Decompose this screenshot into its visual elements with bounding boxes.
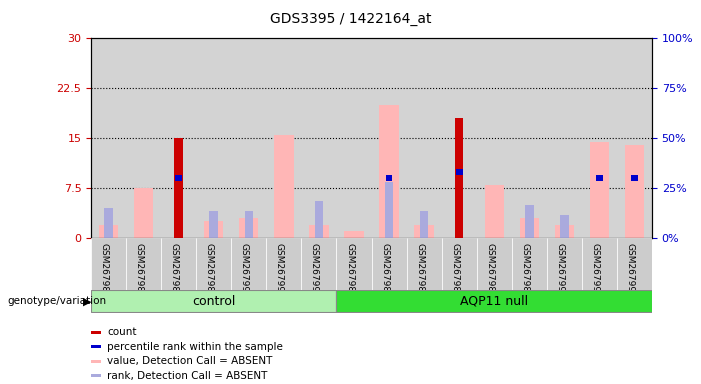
Bar — [301, 238, 336, 290]
Text: GSM267989: GSM267989 — [520, 243, 529, 298]
Text: GSM267980: GSM267980 — [100, 243, 109, 298]
Text: GSM267981: GSM267981 — [345, 243, 354, 298]
Bar — [99, 225, 118, 238]
Bar — [245, 212, 253, 238]
Text: ▶: ▶ — [83, 296, 91, 306]
Bar — [484, 185, 504, 238]
Bar — [547, 238, 582, 290]
Bar — [175, 175, 182, 181]
Text: genotype/variation: genotype/variation — [7, 296, 106, 306]
Bar — [625, 145, 644, 238]
Bar — [554, 225, 574, 238]
Text: rank, Detection Call = ABSENT: rank, Detection Call = ABSENT — [107, 371, 267, 381]
Text: GSM267988: GSM267988 — [485, 243, 494, 298]
Bar — [274, 135, 294, 238]
Bar — [239, 218, 259, 238]
Bar — [617, 238, 652, 290]
Bar — [547, 38, 582, 238]
Bar — [442, 238, 477, 290]
Bar — [420, 212, 428, 238]
Bar — [560, 215, 569, 238]
Bar — [477, 238, 512, 290]
Bar — [525, 205, 533, 238]
Bar — [512, 38, 547, 238]
Bar — [386, 175, 393, 181]
Bar — [266, 238, 301, 290]
Bar — [266, 38, 301, 238]
Bar — [414, 225, 434, 238]
Bar — [91, 238, 126, 290]
Bar — [336, 38, 372, 238]
Bar — [91, 290, 336, 313]
Bar — [456, 169, 463, 174]
Bar — [104, 208, 113, 238]
Bar — [161, 238, 196, 290]
Bar — [210, 212, 218, 238]
Bar — [407, 38, 442, 238]
Text: AQP11 null: AQP11 null — [460, 295, 529, 308]
Bar — [301, 38, 336, 238]
Text: GSM267994: GSM267994 — [310, 243, 319, 298]
Bar — [455, 118, 463, 238]
Text: GSM267987: GSM267987 — [450, 243, 459, 298]
Text: GSM267995: GSM267995 — [625, 243, 634, 298]
Text: GSM267982: GSM267982 — [135, 243, 144, 298]
Text: control: control — [192, 295, 236, 308]
Bar — [407, 238, 442, 290]
Text: value, Detection Call = ABSENT: value, Detection Call = ABSENT — [107, 356, 273, 366]
Bar — [196, 238, 231, 290]
Bar — [91, 38, 126, 238]
Bar — [477, 38, 512, 238]
Text: GSM267984: GSM267984 — [380, 243, 389, 298]
Bar — [631, 175, 638, 181]
Text: GSM267986: GSM267986 — [205, 243, 214, 298]
Text: GSM267990: GSM267990 — [240, 243, 249, 298]
Bar — [126, 38, 161, 238]
Bar — [596, 175, 603, 181]
Text: GSM267992: GSM267992 — [555, 243, 564, 298]
Bar — [161, 38, 196, 238]
Bar — [512, 238, 547, 290]
Bar — [442, 38, 477, 238]
Text: GSM267993: GSM267993 — [590, 243, 599, 298]
Bar — [231, 38, 266, 238]
Text: GSM267985: GSM267985 — [415, 243, 424, 298]
Text: percentile rank within the sample: percentile rank within the sample — [107, 342, 283, 352]
Bar — [175, 138, 183, 238]
Bar — [590, 142, 609, 238]
Text: count: count — [107, 327, 137, 337]
Bar — [372, 38, 407, 238]
Bar — [336, 238, 372, 290]
Bar — [617, 38, 652, 238]
Bar — [309, 225, 329, 238]
Bar — [344, 232, 364, 238]
Bar — [196, 38, 231, 238]
Bar — [379, 105, 399, 238]
Bar — [134, 188, 154, 238]
Bar — [126, 238, 161, 290]
Text: GSM267991: GSM267991 — [275, 243, 284, 298]
Bar — [231, 238, 266, 290]
Bar — [372, 238, 407, 290]
Text: GDS3395 / 1422164_at: GDS3395 / 1422164_at — [270, 12, 431, 25]
Bar — [315, 202, 323, 238]
Bar — [582, 238, 617, 290]
Bar — [582, 38, 617, 238]
Bar — [519, 218, 539, 238]
Bar — [204, 222, 224, 238]
Bar — [336, 290, 652, 313]
Text: GSM267983: GSM267983 — [170, 243, 179, 298]
Bar — [385, 182, 393, 238]
